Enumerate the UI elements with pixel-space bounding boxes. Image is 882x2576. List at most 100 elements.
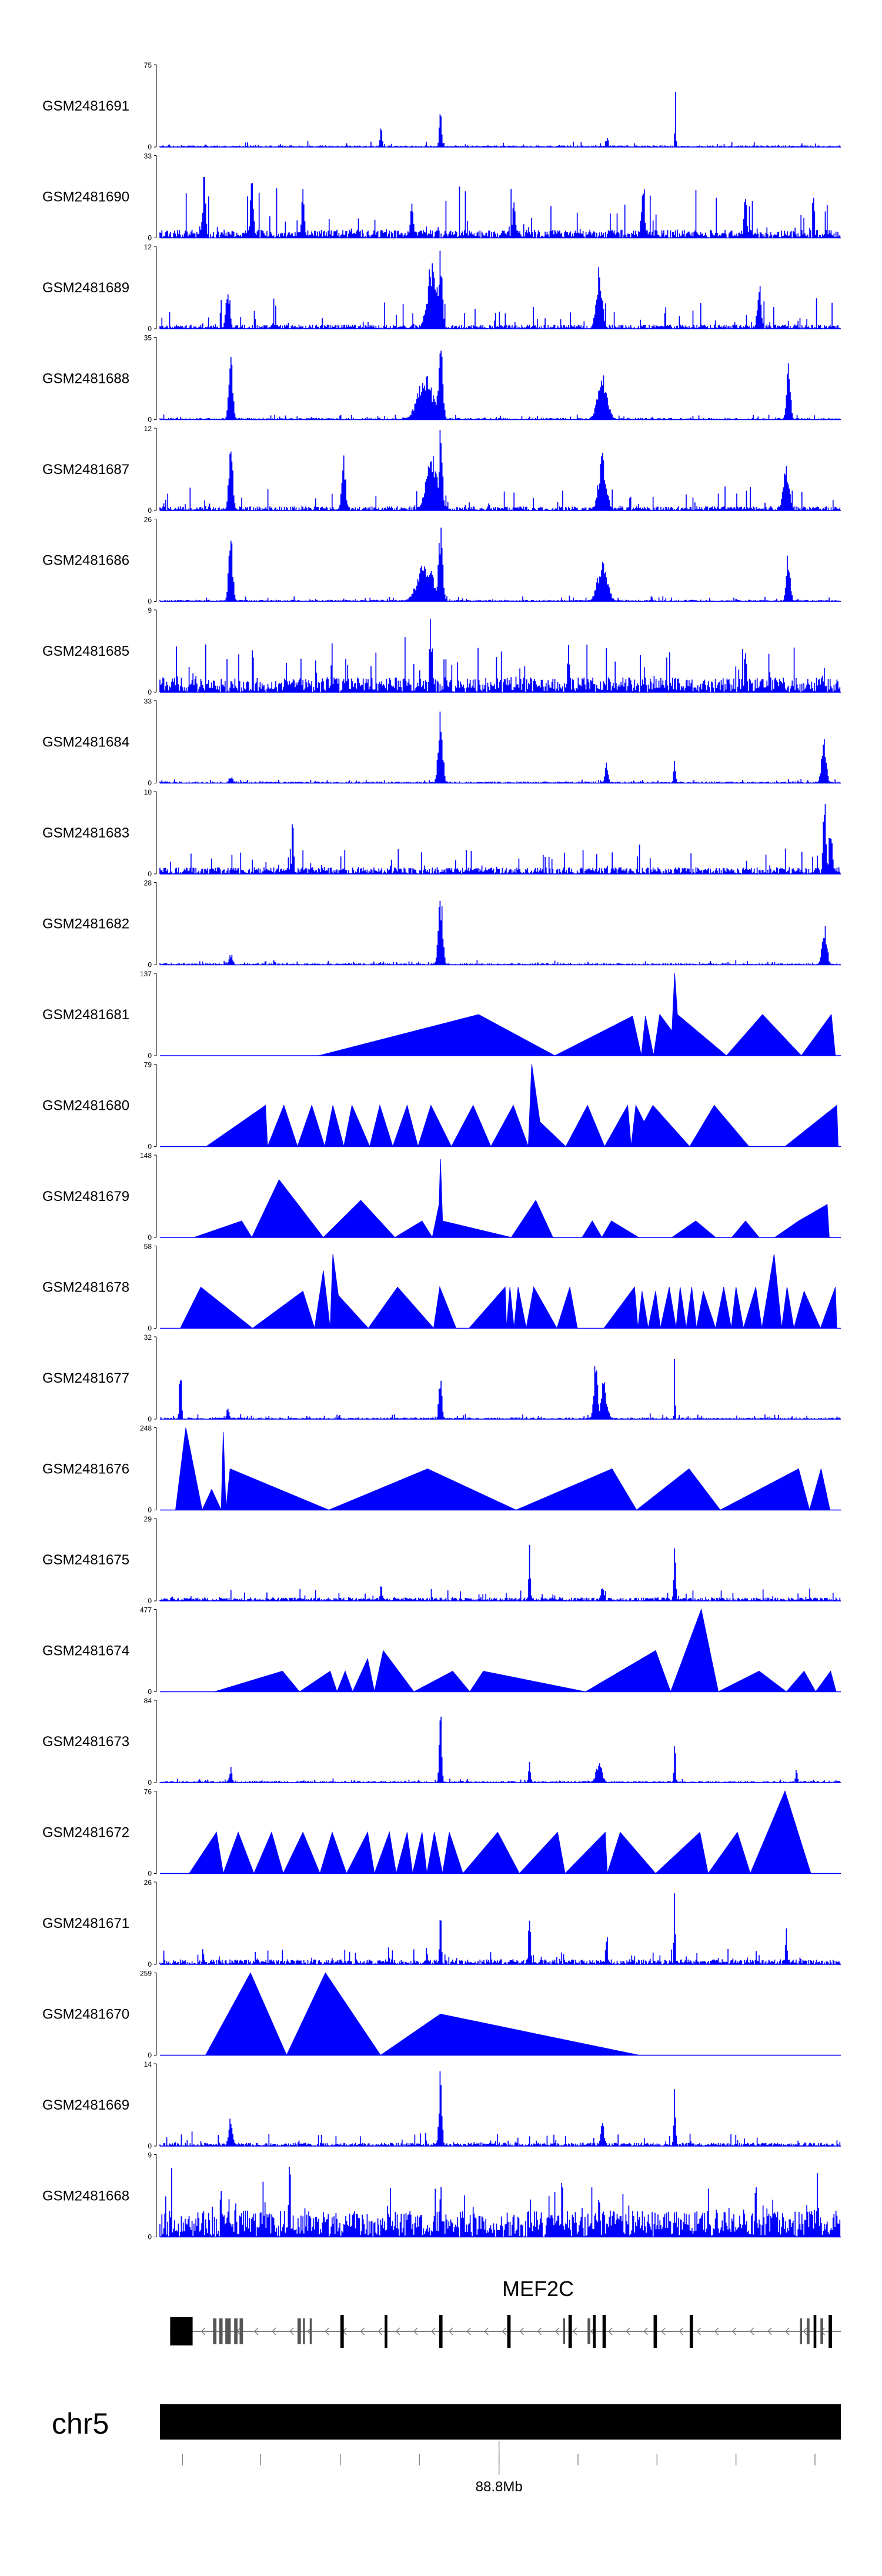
gene-exon [653, 2315, 657, 2348]
chromosome-ideogram: chr5 88.8Mb [52, 2404, 841, 2495]
track-GSM2481671: GSM2481671 26 0 [42, 1878, 841, 1968]
track-GSM2481668: GSM2481668 9 0 [42, 2151, 841, 2241]
gene-exon [309, 2318, 312, 2344]
y-tick-label-min: 0 [148, 1415, 152, 1423]
track-GSM2481683: GSM2481683 10 0 [42, 788, 841, 878]
strand-arrow [714, 2327, 719, 2335]
track-GSM2481673: GSM2481673 84 0 [42, 1697, 841, 1787]
y-tick-label-min: 0 [148, 325, 152, 333]
y-tick-label-min: 0 [148, 1233, 152, 1242]
track-GSM2481676: GSM2481676 248 0 [42, 1424, 841, 1514]
coverage-area [318, 973, 836, 1056]
gene-track: MEF2C [170, 2277, 841, 2348]
strand-arrow [750, 2327, 754, 2335]
y-tick-label-max: 33 [144, 152, 152, 161]
strand-arrow [484, 2327, 489, 2335]
y-tick-label-max: 10 [144, 788, 152, 796]
strand-arrow [377, 2327, 383, 2335]
track-GSM2481680: GSM2481680 79 0 [42, 1061, 841, 1151]
track-label: GSM2481687 [42, 462, 129, 478]
y-tick-label-min: 0 [148, 1052, 152, 1060]
gene-exon [297, 2318, 301, 2344]
strand-arrow [626, 2327, 630, 2335]
coordinate-tick-label: 88.8Mb [476, 2479, 523, 2495]
strand-arrow [395, 2327, 400, 2335]
gene-exon [568, 2315, 572, 2348]
strand-arrow [360, 2327, 365, 2335]
coverage-area [193, 1159, 830, 1239]
y-tick-label-min: 0 [148, 143, 152, 151]
y-tick-label-min: 0 [148, 1506, 152, 1514]
track-label: GSM2481684 [42, 735, 129, 750]
strand-arrow [608, 2327, 613, 2335]
strand-arrow [502, 2327, 506, 2335]
track-GSM2481670: GSM2481670 259 0 [42, 1970, 841, 2060]
coverage-signal [159, 1359, 841, 1419]
track-GSM2481684: GSM2481684 33 0 [42, 698, 841, 788]
track-GSM2481675: GSM2481675 29 0 [42, 1515, 841, 1605]
track-GSM2481686: GSM2481686 26 0 [42, 516, 841, 606]
y-tick-label-min: 0 [148, 506, 152, 515]
y-tick-label-max: 29 [144, 1515, 152, 1523]
y-tick-label-max: 248 [140, 1424, 152, 1433]
strand-arrow [661, 2327, 666, 2335]
gene-exon [439, 2315, 443, 2348]
strand-arrow [466, 2327, 471, 2335]
track-GSM2481681: GSM2481681 137 0 [42, 970, 841, 1060]
track-GSM2481691: GSM2481691 75 0 [42, 61, 841, 151]
strand-arrow [767, 2327, 772, 2335]
y-tick-label-min: 0 [148, 598, 152, 606]
y-tick-label-min: 0 [148, 1960, 152, 1968]
track-label: GSM2481691 [42, 98, 129, 114]
track-label: GSM2481681 [42, 1007, 129, 1023]
y-tick-label-max: 33 [144, 698, 152, 706]
y-tick-label-max: 35 [144, 334, 152, 342]
chromosome-band [160, 2404, 841, 2440]
y-tick-label-max: 84 [144, 1697, 152, 1705]
y-tick-label-min: 0 [148, 870, 152, 878]
y-tick-label-max: 148 [140, 1152, 152, 1160]
track-label: GSM2481689 [42, 280, 129, 296]
y-tick-label-min: 0 [148, 1597, 152, 1605]
gene-exon [234, 2318, 238, 2344]
coverage-area [175, 1427, 831, 1511]
track-GSM2481674: GSM2481674 477 0 [42, 1606, 841, 1696]
gene-exon [225, 2318, 231, 2344]
y-tick-label-max: 75 [144, 61, 152, 69]
coverage-signal [159, 251, 841, 329]
gene-exon [170, 2317, 193, 2345]
track-label: GSM2481677 [42, 1370, 129, 1386]
strand-arrow [272, 2327, 276, 2335]
strand-arrow [254, 2327, 259, 2335]
track-label: GSM2481671 [42, 1916, 129, 1931]
coverage-area [188, 1790, 811, 1875]
track-label: GSM2481672 [42, 1825, 129, 1841]
track-GSM2481685: GSM2481685 9 0 [42, 606, 841, 696]
y-tick-label-max: 32 [144, 1333, 152, 1342]
coverage-signal [159, 177, 841, 238]
track-label: GSM2481685 [42, 643, 129, 659]
strand-arrow [289, 2327, 294, 2335]
chromosome-label: chr5 [52, 2407, 109, 2440]
track-label: GSM2481686 [42, 553, 129, 569]
gene-exon [219, 2318, 223, 2344]
track-label: GSM2481690 [42, 189, 129, 205]
y-tick-label-max: 76 [144, 1788, 152, 1796]
coverage-signal [159, 351, 841, 420]
y-tick-label-min: 0 [148, 688, 152, 696]
strand-arrow [325, 2327, 329, 2335]
track-GSM2481669: GSM2481669 14 0 [42, 2060, 841, 2150]
y-tick-label-min: 0 [148, 1870, 152, 1878]
y-tick-label-min: 0 [148, 779, 152, 788]
coverage-signal [159, 619, 841, 692]
coverage-signal [159, 2167, 841, 2237]
y-tick-label-max: 137 [140, 970, 152, 978]
y-tick-label-min: 0 [148, 2051, 152, 2060]
coverage-signal [159, 430, 841, 510]
track-GSM2481679: GSM2481679 148 0 [42, 1152, 841, 1242]
track-label: GSM2481680 [42, 1098, 129, 1114]
coverage-signal [159, 1544, 841, 1601]
coverage-area [179, 1254, 837, 1330]
